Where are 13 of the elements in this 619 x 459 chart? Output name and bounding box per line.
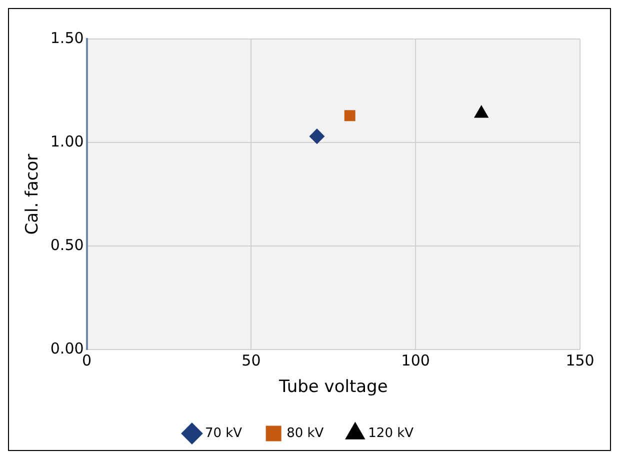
x-axis-title: Tube voltage [278, 377, 388, 398]
legend-label: 120 kV [368, 426, 414, 441]
y-tick-label: 0.00 [50, 339, 84, 358]
legend-label: 80 kV [286, 426, 324, 441]
y-tick-label: 1.00 [50, 132, 84, 150]
y-tick-label: 0.50 [50, 236, 84, 254]
x-tick-label: 50 [242, 351, 261, 370]
y-axis-title: Cal. facor [22, 154, 43, 235]
x-tick-label: 100 [401, 351, 430, 370]
x-tick-label: 150 [566, 351, 594, 370]
legend-label: 70 kV [204, 426, 242, 441]
x-tick-label: 0 [82, 351, 92, 370]
y-tick-label: 1.50 [50, 28, 84, 47]
